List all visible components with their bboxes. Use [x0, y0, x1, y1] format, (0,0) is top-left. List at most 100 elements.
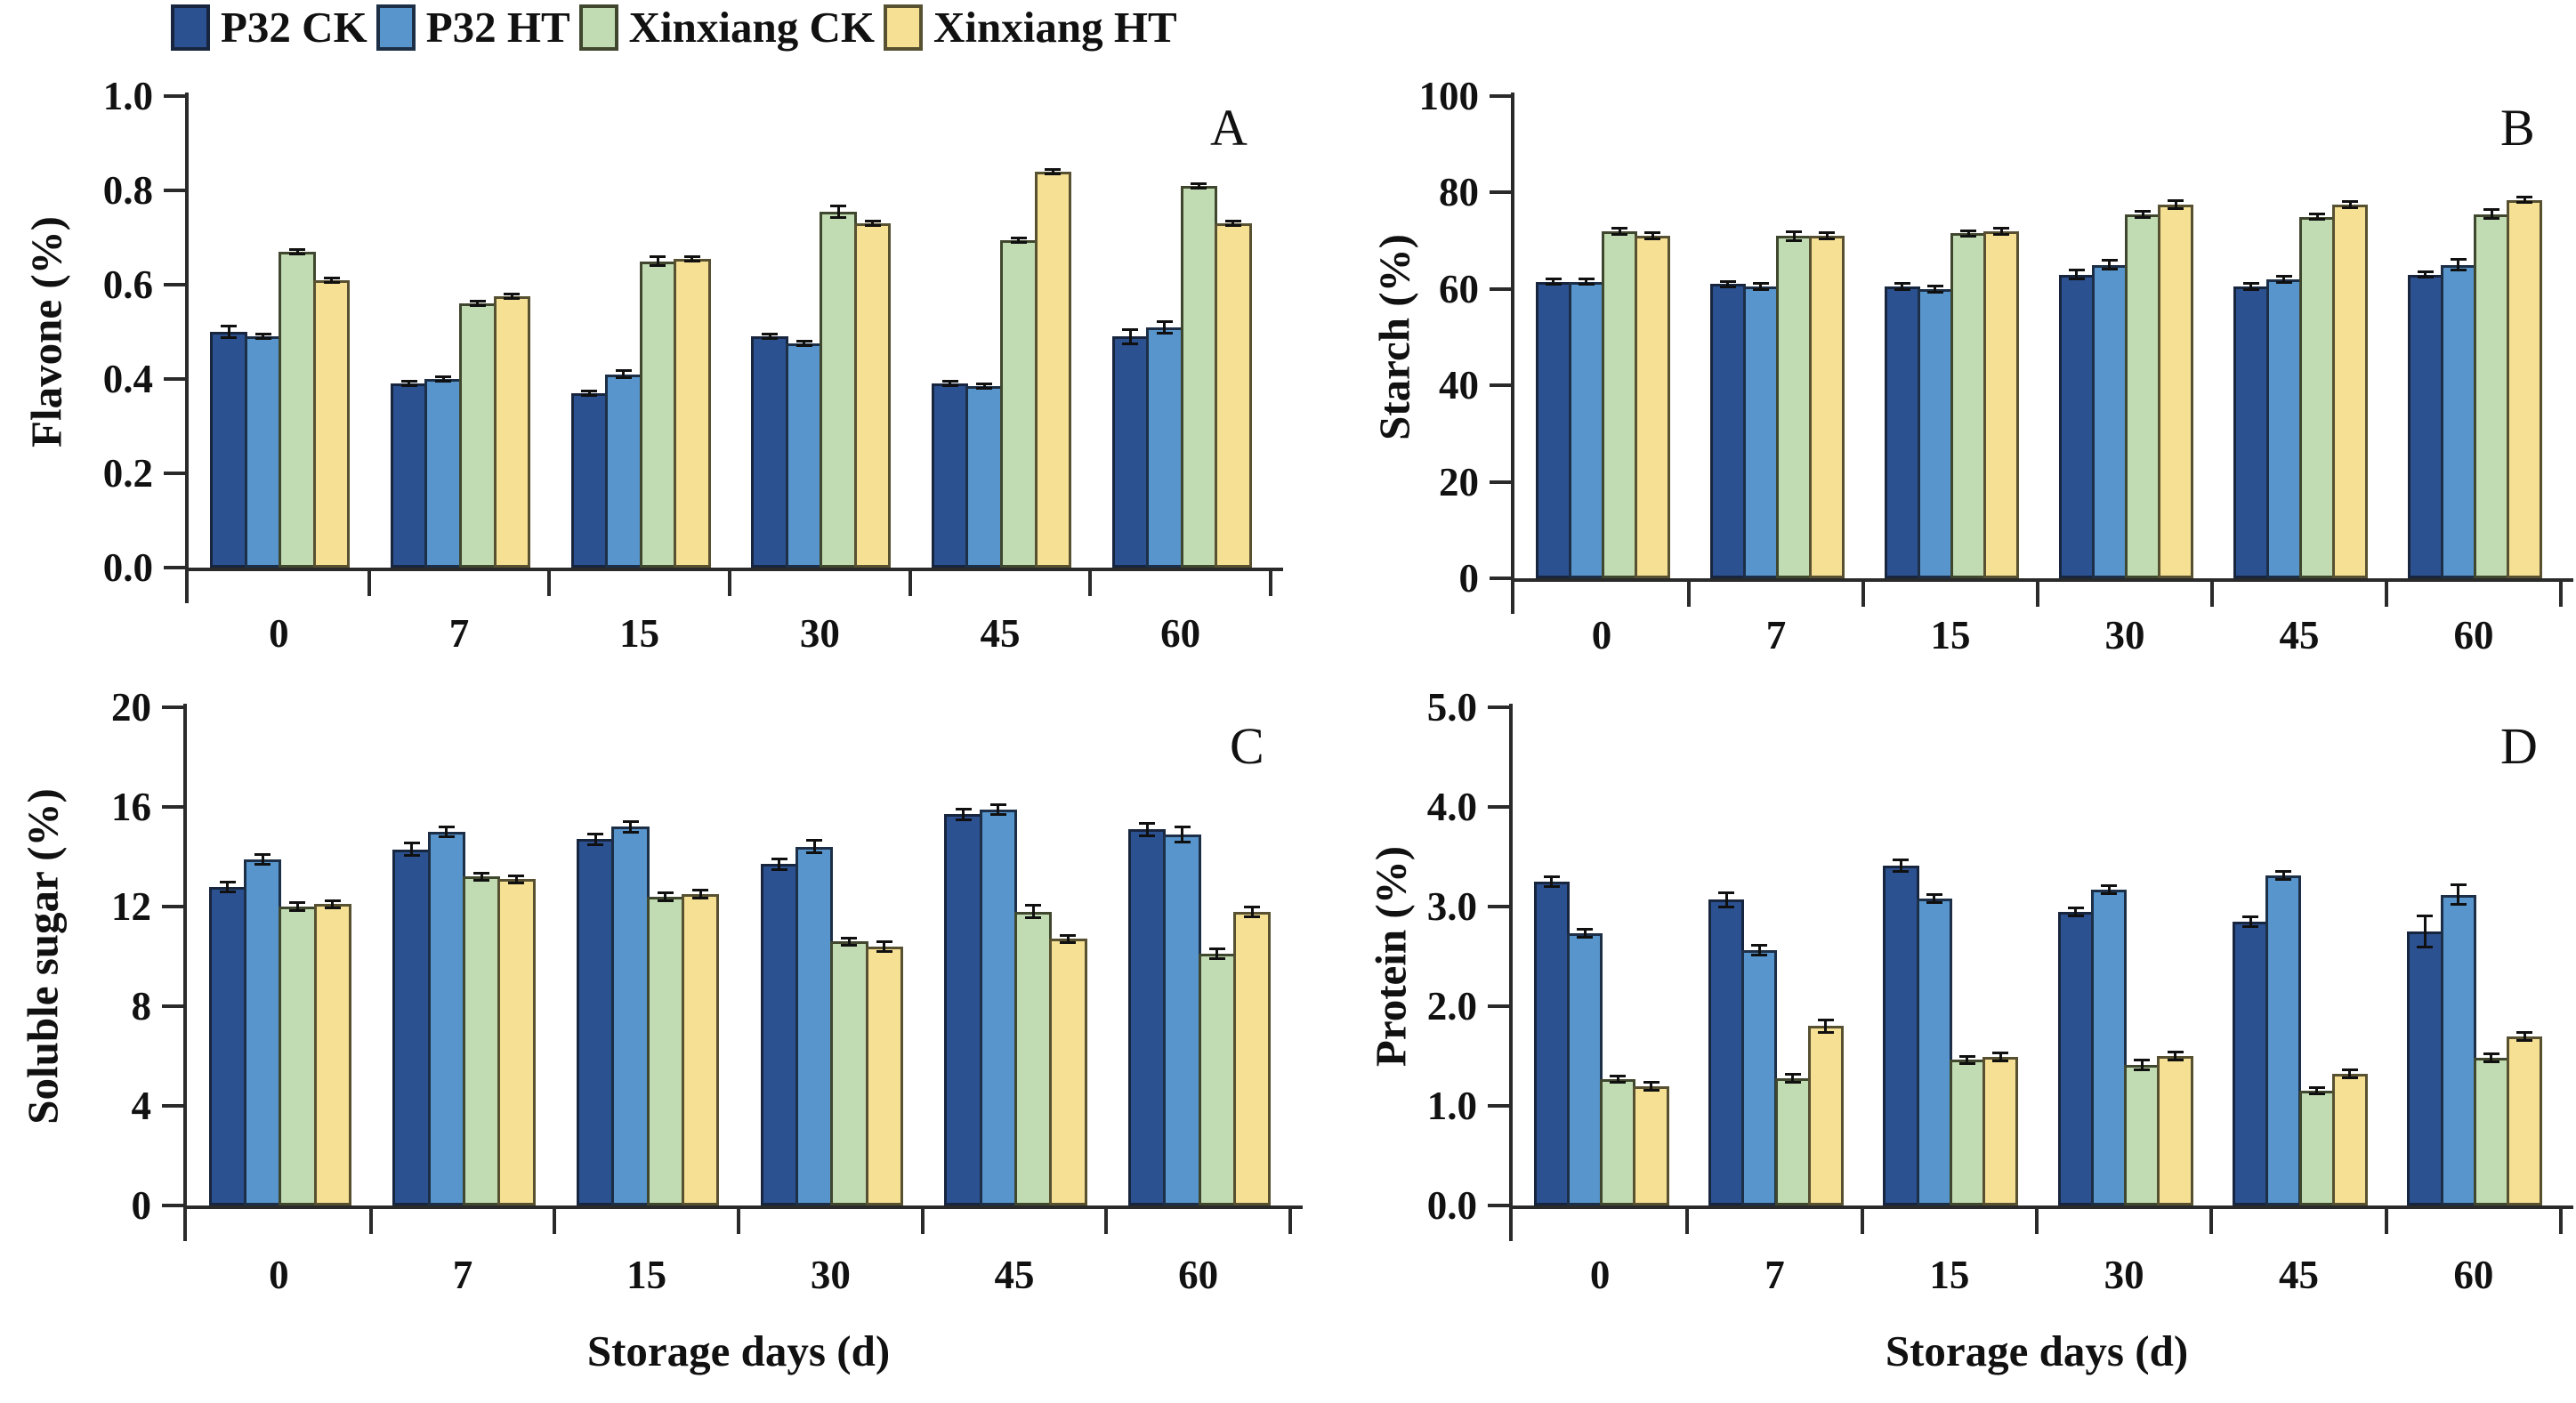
- bar-p32-ht-day30: [785, 343, 823, 568]
- error-bar-cap-top: [1578, 277, 1595, 280]
- error-bar-cap-bottom: [2483, 1060, 2499, 1064]
- error-bar-cap-top: [1611, 227, 1628, 230]
- x-tick: [2210, 582, 2214, 607]
- x-tick: [728, 571, 731, 596]
- error-bar: [1163, 321, 1167, 334]
- error-bar-cap-bottom: [2167, 1058, 2184, 1061]
- error-bar-cap-top: [2342, 200, 2359, 204]
- error-bar: [1197, 183, 1200, 189]
- error-bar: [2424, 271, 2427, 278]
- error-bar-cap-top: [473, 871, 490, 875]
- y-tick: [1490, 190, 1511, 195]
- bar-p32-ck-day0: [210, 332, 247, 568]
- bar-xinxiang-ht-day30: [2157, 1056, 2193, 1205]
- bar-p32-ht-day0: [1566, 933, 1603, 1205]
- error-bar: [2141, 211, 2144, 218]
- error-bar-cap-top: [1010, 236, 1027, 239]
- error-bar-cap-top: [2417, 914, 2434, 917]
- error-bar-cap-top: [469, 300, 486, 303]
- bar-xinxiang-ht-day0: [1635, 236, 1671, 578]
- bar-xinxiang-ck-day45: [1014, 911, 1053, 1205]
- error-bar: [1759, 283, 1763, 290]
- bar-xinxiang-ck-day30: [830, 941, 868, 1205]
- error-bar-cap-top: [1894, 282, 1910, 286]
- y-tick: [1490, 286, 1511, 291]
- x-tick-label: 15: [1930, 613, 1971, 657]
- error-bar-cap-bottom: [2134, 1068, 2151, 1072]
- error-bar-cap-bottom: [1752, 287, 1769, 291]
- error-bar-cap-bottom: [1719, 286, 1736, 289]
- y-tick: [1490, 383, 1511, 388]
- error-bar: [656, 256, 659, 266]
- bar-p32-ht-day15: [611, 826, 650, 1205]
- error-bar-cap-bottom: [989, 812, 1006, 816]
- error-bar-cap-top: [587, 833, 604, 836]
- x-tick: [183, 1209, 187, 1234]
- error-bar-cap-top: [289, 247, 306, 251]
- error-bar-cap-top: [254, 852, 271, 856]
- error-bar-cap-bottom: [841, 943, 858, 947]
- error-bar-cap-bottom: [2516, 201, 2533, 205]
- error-bar-cap-top: [1122, 327, 1139, 331]
- error-bar: [1966, 230, 1970, 237]
- bar-p32-ht-day7: [1742, 286, 1779, 578]
- error-bar: [1231, 221, 1235, 226]
- x-tick-label: 60: [2453, 1253, 2494, 1297]
- bar-p32-ht-day45: [979, 809, 1017, 1205]
- y-tick-label: 100: [1418, 74, 1480, 118]
- legend-swatch-xinxiang-ck: [578, 4, 618, 51]
- bar-xinxiang-ck-day15: [1950, 233, 1987, 578]
- y-tick-label: 0: [131, 1183, 152, 1228]
- error-bar-cap-bottom: [438, 835, 455, 839]
- error-bar-cap-top: [1784, 1072, 1801, 1076]
- error-bar: [2282, 276, 2286, 283]
- error-bar-cap-top: [841, 936, 858, 939]
- error-bar-cap-bottom: [2341, 1076, 2358, 1080]
- error-bar: [883, 941, 886, 952]
- error-bar-cap-bottom: [771, 867, 787, 871]
- error-bar-cap-top: [2417, 270, 2434, 273]
- error-bar-cap-bottom: [1122, 342, 1139, 345]
- error-bar: [997, 804, 1000, 815]
- error-bar-cap-bottom: [1156, 331, 1173, 335]
- error-bar: [1618, 228, 1621, 235]
- bar-p32-ck-day30: [751, 336, 788, 568]
- bar-xinxiang-ck-day0: [279, 251, 316, 568]
- error-bar-cap-top: [2067, 906, 2084, 909]
- error-bar: [510, 294, 513, 299]
- legend-item: Xinxiang CK: [578, 2, 884, 52]
- y-tick: [164, 377, 185, 381]
- bar-p32-ht-day60: [1163, 834, 1201, 1205]
- bar-xinxiang-ht-day60: [1215, 223, 1252, 568]
- error-bar: [2490, 209, 2493, 219]
- error-bar: [2348, 201, 2352, 208]
- error-bar-cap-bottom: [2450, 903, 2467, 907]
- bar-p32-ck-day7: [1708, 899, 1745, 1205]
- error-bar: [445, 826, 448, 837]
- error-bar-cap-bottom: [1543, 885, 1560, 889]
- error-bar-cap-bottom: [1545, 283, 1562, 286]
- bar-p32-ck-day30: [2058, 274, 2095, 578]
- error-bar: [2315, 1087, 2319, 1094]
- x-tick: [369, 1209, 373, 1234]
- bar-p32-ht-day45: [2265, 278, 2302, 578]
- bar-p32-ht-day30: [795, 846, 834, 1205]
- y-tick: [164, 94, 185, 98]
- error-bar-cap-top: [1577, 928, 1593, 931]
- error-bar-cap-bottom: [289, 908, 306, 912]
- error-bar-cap-top: [1958, 1054, 1975, 1058]
- y-axis: [183, 704, 187, 1241]
- error-bar: [1616, 1076, 1619, 1083]
- bar-xinxiang-ht-day7: [493, 296, 530, 568]
- error-bar-cap-top: [1926, 285, 1943, 288]
- bar-p32-ck-day15: [570, 392, 609, 568]
- error-bar-cap-bottom: [254, 337, 271, 341]
- bar-xinxiang-ht-day0: [1633, 1085, 1669, 1205]
- x-tick-label: 30: [2104, 613, 2145, 657]
- bar-xinxiang-ck-day45: [2298, 1091, 2335, 1205]
- error-bar-cap-bottom: [864, 224, 881, 228]
- x-tick-label: 7: [448, 611, 470, 656]
- error-bar: [441, 376, 445, 382]
- bar-xinxiang-ht-day45: [2332, 204, 2369, 578]
- y-axis: [1509, 704, 1513, 1241]
